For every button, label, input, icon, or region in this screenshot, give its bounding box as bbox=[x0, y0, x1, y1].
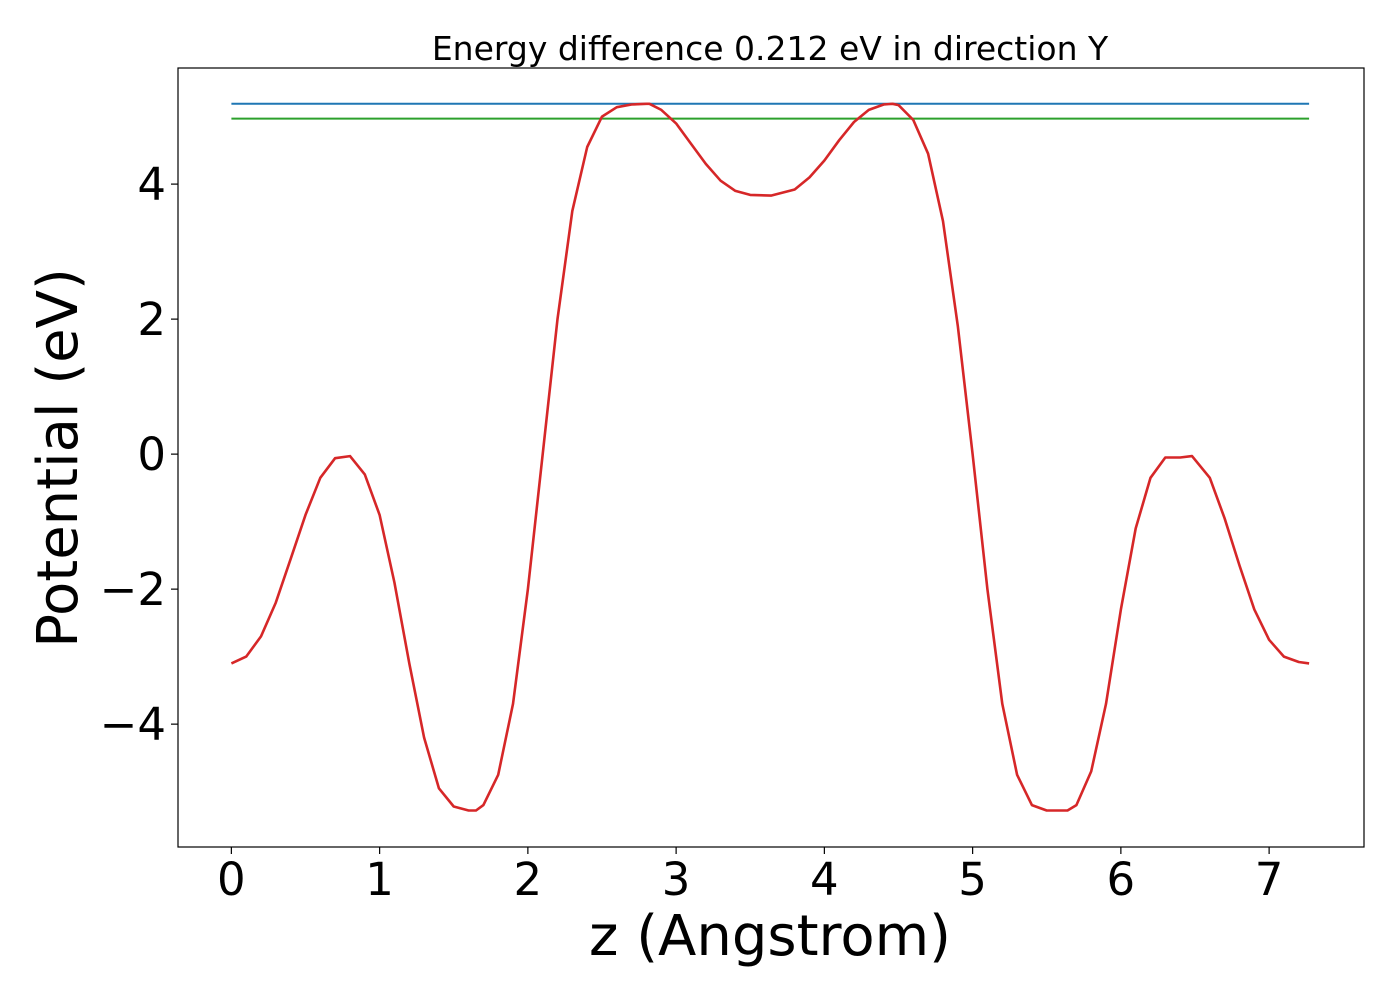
chart-title: Energy difference 0.212 eV in direction … bbox=[432, 29, 1109, 68]
y-tick-label: −4 bbox=[100, 698, 166, 751]
plot-frame bbox=[177, 67, 1365, 848]
y-tick-label: 0 bbox=[137, 428, 166, 481]
y-axis-label: Potential (eV) bbox=[26, 268, 91, 648]
series-line-2 bbox=[230, 102, 1310, 812]
y-axis-ticks: −4 −2 0 2 4 bbox=[100, 158, 178, 751]
x-tick-label: 2 bbox=[514, 853, 543, 906]
y-tick-label: 4 bbox=[137, 158, 166, 211]
x-tick-label: 1 bbox=[365, 853, 394, 906]
x-tick-label: 3 bbox=[662, 853, 691, 906]
y-tick-label: −2 bbox=[100, 563, 166, 616]
x-axis-ticks: 0 1 2 3 4 5 6 7 bbox=[217, 847, 1283, 906]
x-tick-label: 0 bbox=[217, 853, 246, 906]
x-axis-label: z (Angstrom) bbox=[589, 904, 951, 969]
y-tick-label: 2 bbox=[137, 293, 166, 346]
x-tick-label: 7 bbox=[1255, 853, 1284, 906]
x-tick-label: 6 bbox=[1107, 853, 1136, 906]
series-layer bbox=[230, 102, 1310, 812]
x-tick-label: 4 bbox=[810, 853, 839, 906]
x-tick-label: 5 bbox=[958, 853, 987, 906]
